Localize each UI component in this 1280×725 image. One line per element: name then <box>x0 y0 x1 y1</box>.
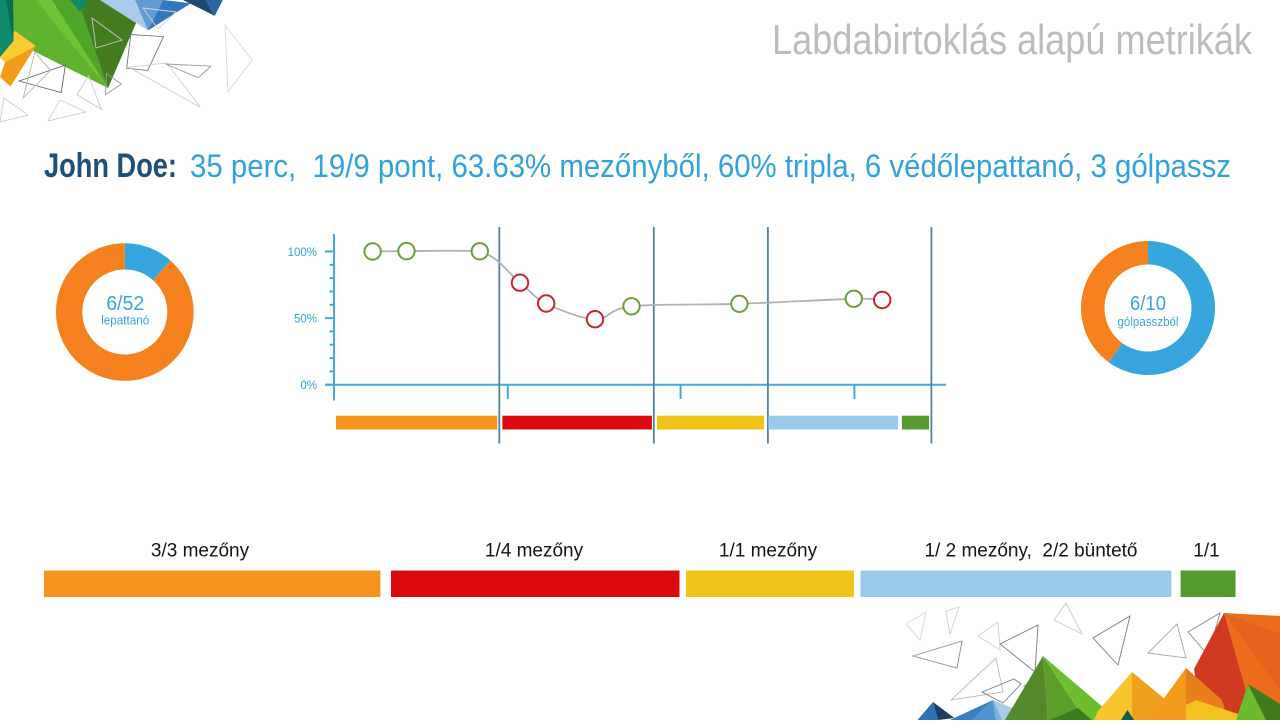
svg-text:0%: 0% <box>300 380 317 392</box>
svg-text:6/52: 6/52 <box>106 292 144 315</box>
svg-text:100%: 100% <box>288 247 317 259</box>
svg-text:1/4 mezőny: 1/4 mezőny <box>485 541 584 562</box>
svg-text:gólpasszból: gólpasszból <box>1118 314 1179 329</box>
svg-text:50%: 50% <box>294 314 317 326</box>
svg-text:1/1: 1/1 <box>1193 541 1219 562</box>
svg-text:lepattanó: lepattanó <box>101 313 149 328</box>
svg-text:35 perc, 19/9 pont, 63.63% me: 35 perc, 19/9 pont, 63.63% mezőnyből, 60… <box>190 148 1231 184</box>
svg-text:John Doe:: John Doe: <box>44 147 177 185</box>
svg-text:1/ 2 mezőny, 2/2 büntető: 1/ 2 mezőny, 2/2 büntető <box>924 541 1137 562</box>
svg-text:6/10: 6/10 <box>1130 292 1166 315</box>
svg-text:Labdabirtoklás alapú metrikák: Labdabirtoklás alapú metrikák <box>772 16 1253 63</box>
svg-text:3/3 mezőny: 3/3 mezőny <box>151 541 250 562</box>
svg-text:1/1 mezőny: 1/1 mezőny <box>719 541 818 562</box>
